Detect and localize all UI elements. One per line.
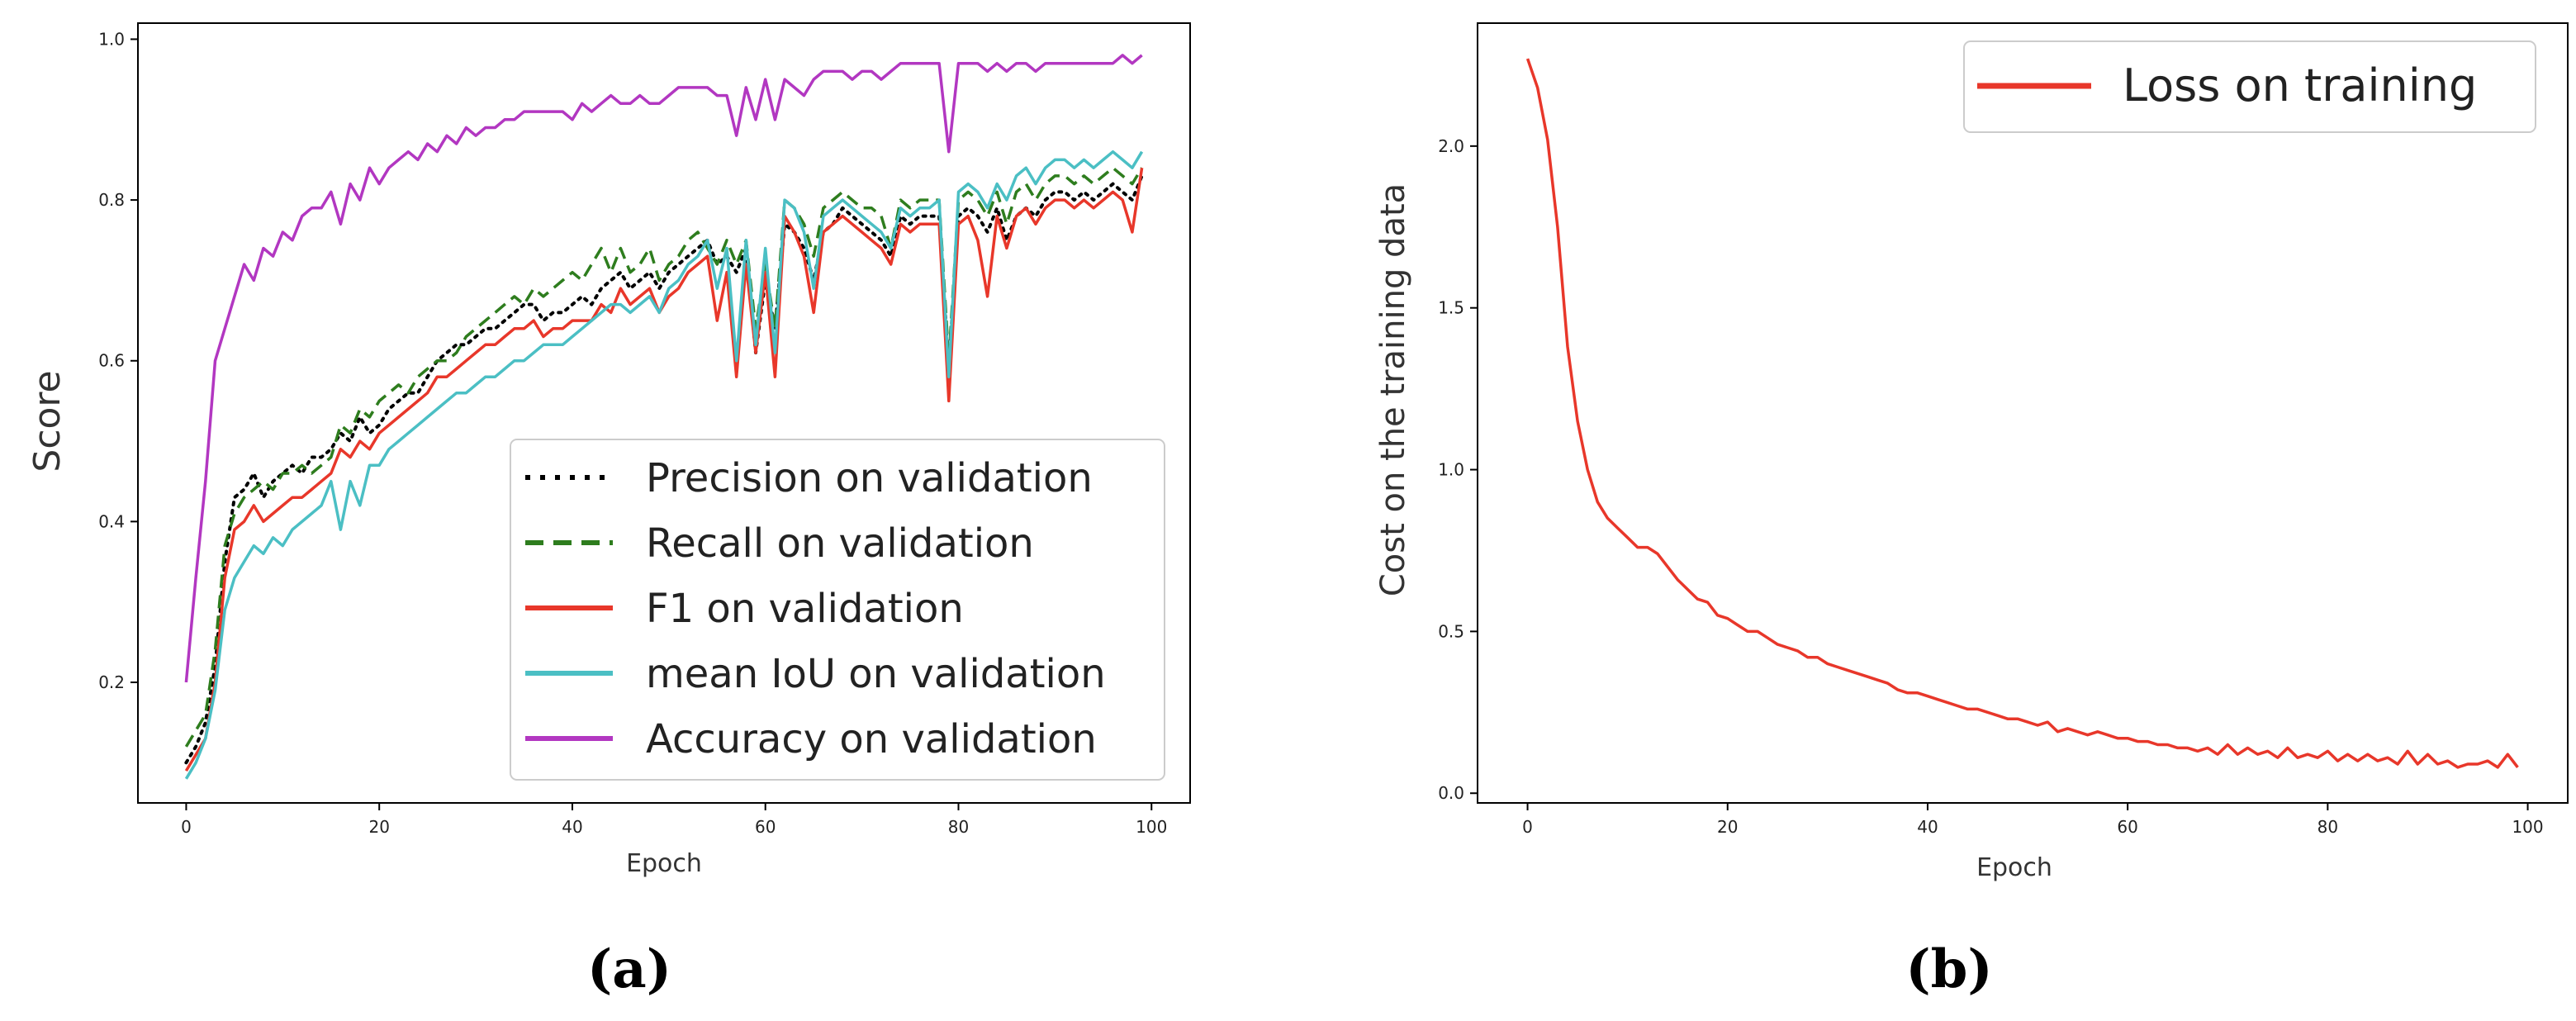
plot-frame-b: [1477, 22, 2569, 804]
x-tick-label: 20: [1717, 817, 1738, 837]
y-tick-label: 1.0: [1438, 460, 1464, 480]
y-tick-label: 0.8: [98, 190, 125, 210]
x-tick-label: 80: [948, 817, 969, 837]
legend-label: Recall on validation: [646, 520, 1034, 567]
chart-b: 0 20 40 60 80 100 0.0 0.5 1.0 1.5 2.0 Epoch Cost o…: [1374, 22, 2569, 1000]
x-tick-label: 40: [562, 817, 582, 837]
legend-box-a: [510, 439, 1165, 781]
series-line-precision-on-validation: [184, 173, 1144, 765]
legend-label: F1 on validation: [646, 586, 964, 632]
x-axis-label-b: Epoch: [1976, 853, 2052, 882]
plot-frame-a: [137, 22, 1191, 804]
legend-a: Precision on validation Recall on validat…: [510, 439, 1165, 781]
y-tick-label: 2.0: [1438, 136, 1464, 156]
legend-b: Loss on training: [1963, 40, 2536, 133]
x-tick-label: 80: [2317, 817, 2338, 837]
y-tick-label: 0.6: [98, 351, 125, 371]
legend-label: mean IoU on validation: [646, 651, 1106, 697]
x-tick-label: 0: [1522, 817, 1533, 837]
legend-box-b: [1963, 40, 2536, 133]
y-tick-label: 1.5: [1438, 298, 1464, 318]
series-line-f1-on-validation: [184, 167, 1144, 772]
series-b: [1525, 58, 2519, 769]
x-tick-label: 20: [368, 817, 389, 837]
series-a: [184, 54, 1144, 780]
legend-label: Loss on training: [2123, 59, 2477, 112]
y-axis-label-b: Cost on the training data: [1374, 183, 1412, 596]
y-tick-label: 0.0: [1438, 783, 1464, 803]
series-line-accuracy-on-validation: [184, 54, 1143, 683]
y-tick-label: 0.2: [98, 672, 125, 692]
y-tick-label: 0.4: [98, 511, 125, 531]
panel-label-a: (a): [587, 938, 671, 1000]
ticks-a: 0 20 40 60 80 100 0.2 0.4 0.6 0.8 1.0: [98, 29, 1167, 837]
y-tick-label: 0.5: [1438, 621, 1464, 641]
series-line-mean-iou-on-validation: [184, 150, 1144, 780]
x-tick-label: 100: [1136, 817, 1167, 837]
x-tick-label: 60: [2117, 817, 2137, 837]
ticks-b: 0 20 40 60 80 100 0.0 0.5 1.0 1.5 2.0: [1438, 136, 2543, 837]
series-line-loss-on-training: [1525, 58, 2519, 769]
x-tick-label: 0: [181, 817, 192, 837]
series-line-recall-on-validation: [184, 166, 1144, 748]
x-tick-label: 60: [755, 817, 776, 837]
y-axis-label-a: Score: [26, 370, 69, 472]
x-tick-label: 40: [1917, 817, 1938, 837]
panel-label-b: (b): [1905, 938, 1992, 1000]
legend-label: Precision on validation: [646, 455, 1093, 501]
legend-label: Accuracy on validation: [646, 716, 1097, 762]
y-tick-label: 1.0: [98, 29, 125, 49]
x-tick-label: 100: [2512, 817, 2543, 837]
x-axis-label-a: Epoch: [626, 849, 702, 878]
